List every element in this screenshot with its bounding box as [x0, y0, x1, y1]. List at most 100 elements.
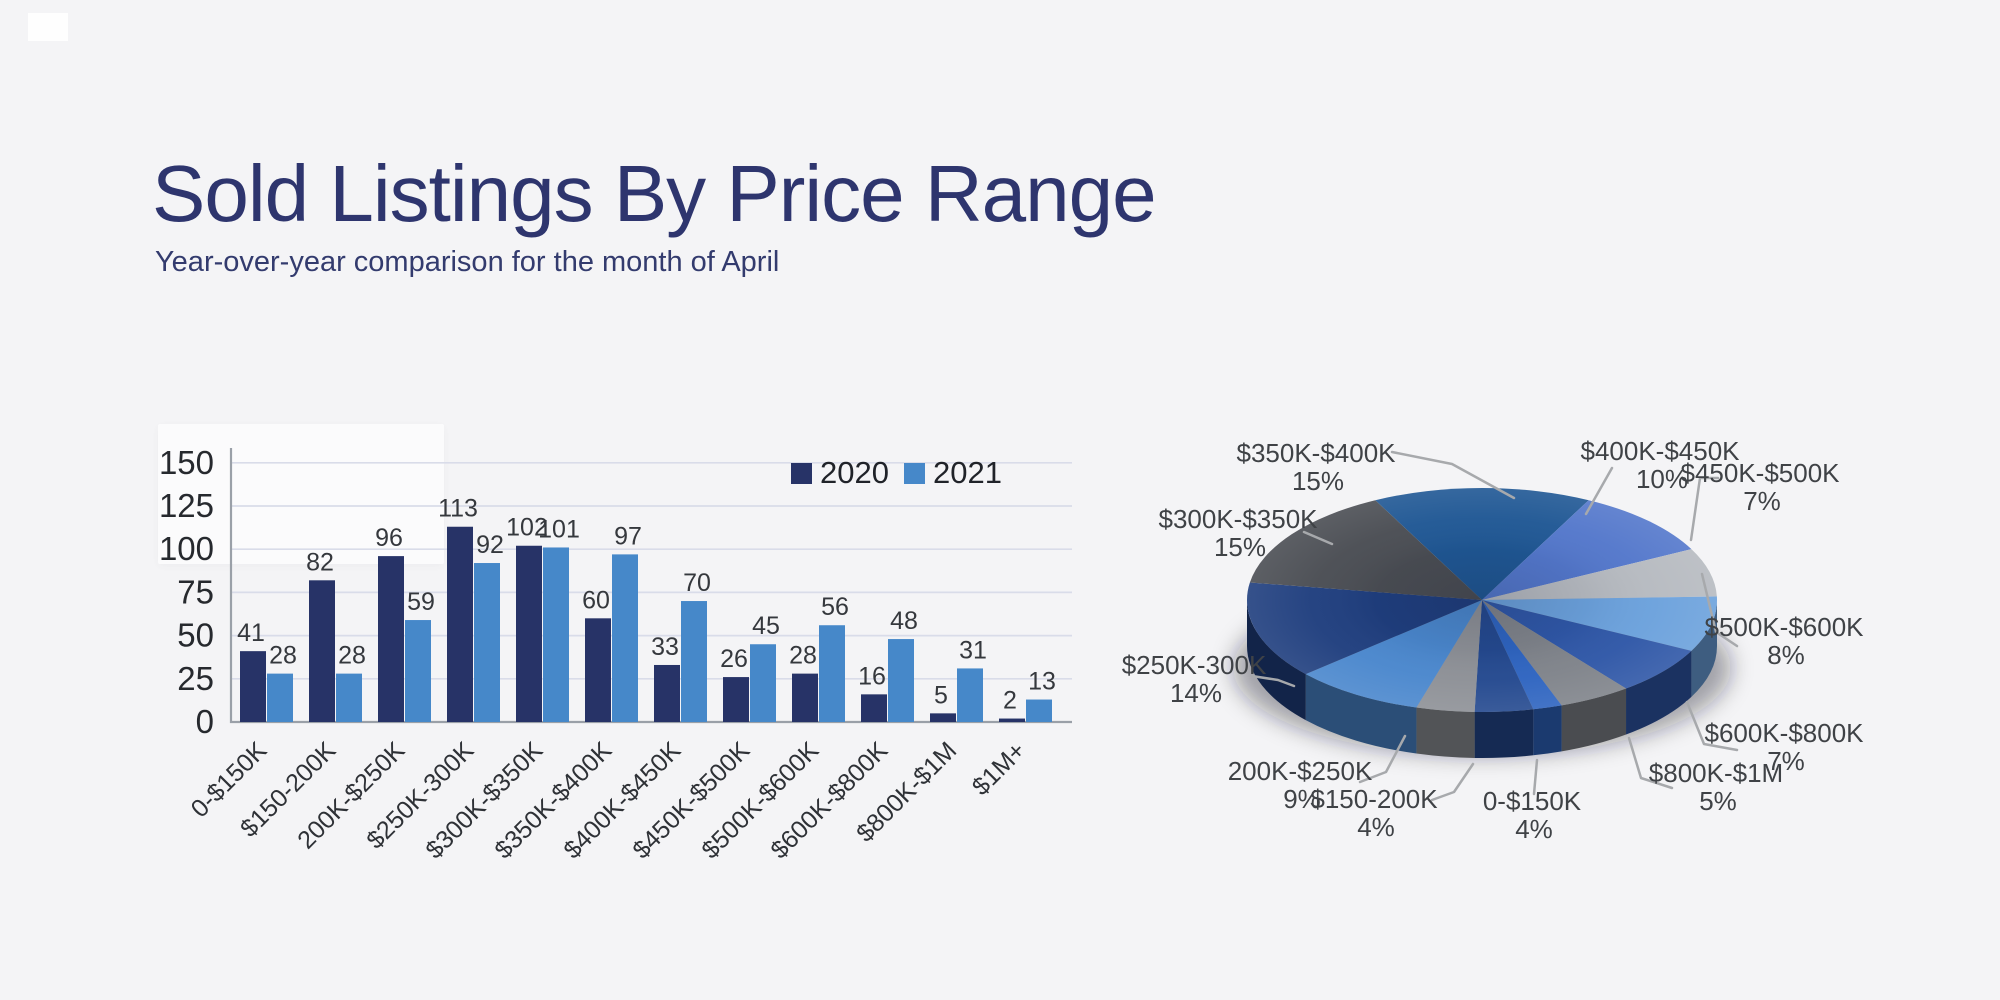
pie-label-pct-3: 8% — [1767, 640, 1805, 670]
pie-label-range-11: $300K-$350K — [1158, 504, 1318, 534]
pie-label-range-4: $600K-$800K — [1704, 718, 1864, 748]
legend-label-2021: 2021 — [933, 455, 1002, 490]
y-axis-tick-label: 0 — [196, 703, 214, 740]
bar-value-2020: 41 — [237, 619, 265, 647]
axis-line — [229, 448, 1072, 724]
pie-label-pct-0: 15% — [1292, 466, 1344, 496]
bar-2021-2 — [405, 620, 431, 722]
y-axis-tick-label: 100 — [159, 530, 214, 567]
bar-value-2021: 56 — [821, 593, 849, 621]
pie-slice-side-7 — [1474, 709, 1534, 758]
bar-value-2020: 102 — [506, 514, 548, 542]
bar-value-2021: 28 — [338, 642, 366, 670]
bar-value-2021: 101 — [538, 515, 580, 543]
pie-label-range-0: $350K-$400K — [1236, 438, 1396, 468]
bar-2021-3 — [474, 563, 500, 722]
bar-2021-0 — [267, 673, 293, 722]
pie-label-pct-11: 15% — [1214, 532, 1266, 562]
pie-label-range-8: $150-200K — [1310, 784, 1438, 814]
bar-2020-0 — [240, 651, 266, 722]
pie-label-pct-4: 7% — [1767, 746, 1805, 776]
pie-leader-line-1 — [1584, 466, 1614, 516]
pie-label-pct-10: 14% — [1170, 678, 1222, 708]
bar-value-2021: 97 — [614, 522, 642, 550]
pie-slice-side-10 — [1247, 600, 1306, 721]
corner-artifact — [28, 13, 68, 41]
bar-2020-5 — [585, 618, 611, 722]
y-axis-tick-label: 150 — [159, 444, 214, 481]
pie-label-pct-5: 5% — [1699, 786, 1737, 816]
pie-slice-side-9 — [1305, 674, 1417, 754]
pie-leader-line-9 — [1358, 734, 1407, 784]
pie-leader-line-0 — [1390, 450, 1516, 500]
bar-2020-2 — [378, 556, 404, 722]
pie-label-range-3: $500K-$600K — [1704, 612, 1864, 642]
pie-leader-line-3 — [1700, 572, 1739, 648]
pie-slice-side-3 — [1691, 600, 1717, 697]
pie-slice-side-4 — [1626, 650, 1692, 735]
bar-2020-6 — [654, 664, 680, 722]
pie-top-shading — [1247, 488, 1717, 712]
bar-value-2021: 59 — [407, 588, 435, 616]
pie-leader-line-2 — [1689, 476, 1720, 542]
bar-value-2020: 28 — [789, 642, 817, 670]
bar-value-2020: 60 — [582, 586, 610, 614]
bar-value-2020: 5 — [934, 681, 948, 709]
pie-label-range-1: $400K-$450K — [1580, 436, 1740, 466]
legend-swatch-2021 — [904, 463, 925, 484]
bar-2020-9 — [861, 694, 887, 722]
pie-leader-line-5 — [1627, 736, 1674, 790]
pie-label-range-10: $250K-300K — [1122, 650, 1267, 680]
bar-value-2020: 82 — [306, 548, 334, 576]
pie-leader-line-4 — [1685, 700, 1739, 752]
bar-2020-7 — [723, 677, 749, 722]
pie-leader-line-8 — [1430, 762, 1475, 802]
page-title: Sold Listings By Price Range — [152, 149, 1157, 238]
bar-2021-11 — [1026, 699, 1052, 722]
pie-leader-line-7 — [1532, 758, 1539, 796]
bar-2020-11 — [999, 718, 1025, 722]
bar-2020-8 — [792, 673, 818, 722]
bar-value-2021: 92 — [476, 531, 504, 559]
pie-label-range-7: 0-$150K — [1483, 786, 1582, 816]
bar-2021-1 — [336, 673, 362, 722]
y-axis-tick-label: 125 — [159, 487, 214, 524]
bar-value-2021: 31 — [959, 636, 987, 664]
bar-value-2020: 16 — [858, 662, 886, 690]
pie-label-pct-7: 4% — [1515, 814, 1553, 844]
pie-slice-side-8 — [1416, 707, 1475, 758]
bar-2020-1 — [309, 580, 335, 722]
legend-label-2020: 2020 — [820, 455, 889, 490]
pie-leader-line-10 — [1250, 674, 1296, 688]
bar-2020-4 — [516, 545, 542, 722]
bar-value-2021: 13 — [1028, 668, 1056, 696]
bar-value-2020: 26 — [720, 645, 748, 673]
pie-chart: $350K-$400K15%$400K-$450K10%$450K-$500K7… — [1122, 436, 1864, 844]
bar-value-2020: 2 — [1003, 687, 1017, 715]
y-axis-tick-label: 25 — [177, 660, 214, 697]
bar-2020-3 — [447, 526, 473, 722]
bar-value-2021: 45 — [752, 612, 780, 640]
pie-label-range-9: 200K-$250K — [1228, 756, 1373, 786]
bar-value-2021: 70 — [683, 569, 711, 597]
bar-2021-5 — [612, 554, 638, 722]
pie-label-pct-9: 9% — [1283, 784, 1321, 814]
pie-label-pct-8: 4% — [1357, 812, 1395, 842]
bar-value-2021: 28 — [269, 642, 297, 670]
pie-slice-side-5 — [1561, 688, 1627, 752]
legend-swatch-2020 — [791, 463, 812, 484]
bar-2021-7 — [750, 644, 776, 722]
pie-label-range-5: $800K-$1M — [1649, 758, 1783, 788]
pie-leader-line-11 — [1302, 530, 1334, 546]
bar-value-2020: 96 — [375, 524, 403, 552]
bar-2021-4 — [543, 547, 569, 722]
chart-backdrop-panel — [158, 424, 444, 564]
bar-value-2021: 48 — [890, 607, 918, 635]
x-axis-tick-label: $1M+ — [967, 736, 1032, 801]
bar-2021-6 — [681, 601, 707, 722]
page-subtitle: Year-over-year comparison for the month … — [155, 246, 780, 278]
y-axis-tick-label: 75 — [177, 573, 214, 610]
y-axis-tick-label: 50 — [177, 617, 214, 654]
pie-slice-side-6 — [1533, 705, 1562, 756]
